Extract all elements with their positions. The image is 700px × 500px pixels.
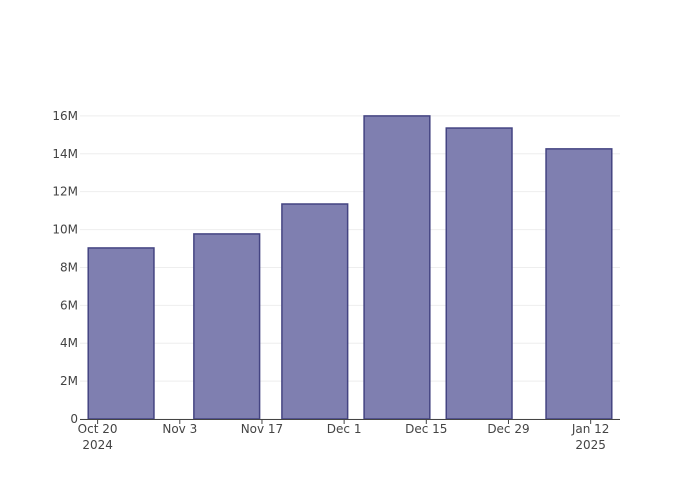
x-tick-label: Dec 1 (327, 422, 362, 436)
x-tick-label-line: Dec 1 (327, 422, 362, 436)
x-tick-label-line: Nov 17 (241, 422, 284, 436)
x-tick-label-line: Jan 12 (571, 422, 610, 436)
bar (545, 148, 613, 420)
x-tick-label-line: Oct 20 (78, 422, 118, 436)
x-tick-label-line: 2025 (575, 438, 606, 452)
bar (281, 203, 349, 420)
bar (87, 247, 155, 420)
y-tick-label: 4M (60, 336, 78, 350)
x-tick-label: Dec 29 (487, 422, 529, 436)
x-tick-label-line: Dec 29 (487, 422, 529, 436)
bar (445, 127, 513, 420)
bar (193, 233, 261, 420)
y-tick-label: 2M (60, 374, 78, 388)
y-tick-label: 8M (60, 260, 78, 274)
y-tick-label: 16M (52, 109, 78, 123)
y-tick-label: 10M (52, 223, 78, 237)
y-tick-label: 0 (70, 412, 78, 426)
y-tick-label: 14M (52, 147, 78, 161)
x-tick-label: Jan 12 2025 (571, 422, 610, 452)
x-tick-label: Nov 3 (162, 422, 197, 436)
y-tick-label: 12M (52, 185, 78, 199)
y-tick-label: 6M (60, 298, 78, 312)
x-tick-label-line: Dec 15 (405, 422, 447, 436)
x-tick-label: Dec 15 (405, 422, 447, 436)
x-tick-label: Oct 20 2024 (78, 422, 118, 452)
bar (363, 115, 431, 420)
x-tick-label-line: Nov 3 (162, 422, 197, 436)
x-tick-label-line: 2024 (82, 438, 113, 452)
x-tick-label: Nov 17 (241, 422, 284, 436)
